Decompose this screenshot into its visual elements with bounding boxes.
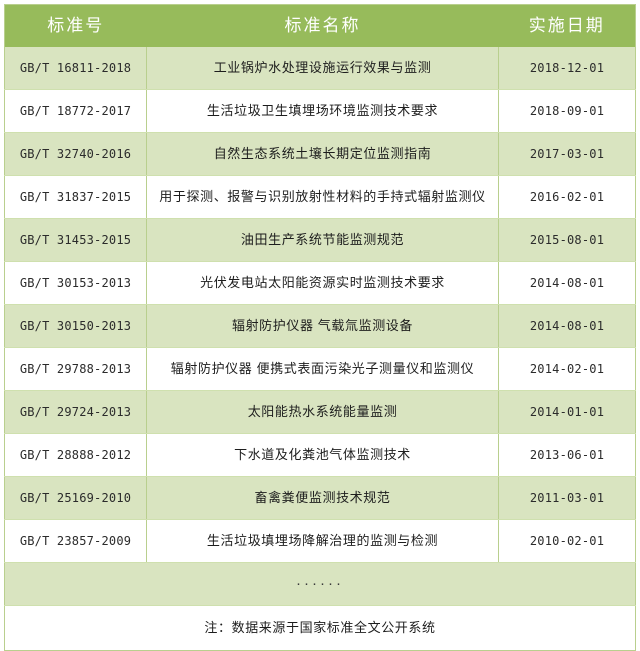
cell-standard-code: GB/T 31453-2015 bbox=[4, 218, 147, 262]
cell-standard-code: GB/T 28888-2012 bbox=[4, 433, 147, 477]
table-row: GB/T 18772-2017 生活垃圾卫生填埋场环境监测技术要求 2018-09-… bbox=[4, 89, 636, 133]
cell-standard-name: 太阳能热水系统能量监测 bbox=[146, 390, 499, 434]
cell-standard-code: GB/T 29724-2013 bbox=[4, 390, 147, 434]
cell-standard-name: 工业锅炉水处理设施运行效果与监测 bbox=[146, 47, 499, 90]
standards-table: 标准号 标准名称 实施日期 GB/T 16811-2018 工业锅炉水处理设施运行… bbox=[4, 4, 636, 651]
table-row: GB/T 16811-2018 工业锅炉水处理设施运行效果与监测 2018-12-0… bbox=[4, 47, 636, 90]
cell-effective-date: 2014-01-01 bbox=[498, 390, 636, 434]
table-row: GB/T 25169-2010 畜禽粪便监测技术规范 2011-03-01 bbox=[4, 476, 636, 520]
cell-standard-name: 油田生产系统节能监测规范 bbox=[146, 218, 499, 262]
cell-effective-date: 2018-09-01 bbox=[498, 89, 636, 133]
table-row: GB/T 28888-2012 下水道及化粪池气体监测技术 2013-06-01 bbox=[4, 433, 636, 477]
cell-standard-name: 生活垃圾填埋场降解治理的监测与检测 bbox=[146, 519, 499, 563]
cell-effective-date: 2014-08-01 bbox=[498, 304, 636, 348]
cell-standard-name: 光伏发电站太阳能资源实时监测技术要求 bbox=[146, 261, 499, 305]
cell-standard-code: GB/T 16811-2018 bbox=[4, 47, 147, 90]
cell-effective-date: 2017-03-01 bbox=[498, 132, 636, 176]
table-body: GB/T 16811-2018 工业锅炉水处理设施运行效果与监测 2018-12-0… bbox=[4, 47, 636, 651]
cell-standard-name: 辐射防护仪器 便携式表面污染光子测量仪和监测仪 bbox=[146, 347, 499, 391]
cell-standard-name: 用于探测、报警与识别放射性材料的手持式辐射监测仪 bbox=[146, 175, 499, 219]
header-row: 标准号 标准名称 实施日期 bbox=[4, 4, 636, 47]
table-row: GB/T 30150-2013 辐射防护仪器 气载氚监测设备 2014-08-01 bbox=[4, 304, 636, 348]
cell-effective-date: 2018-12-01 bbox=[498, 47, 636, 90]
cell-standard-name: 自然生态系统土壤长期定位监测指南 bbox=[146, 132, 499, 176]
cell-standard-name: 生活垃圾卫生填埋场环境监测技术要求 bbox=[146, 89, 499, 133]
table-row: GB/T 31837-2015 用于探测、报警与识别放射性材料的手持式辐射监测仪 2… bbox=[4, 175, 636, 219]
cell-standard-code: GB/T 29788-2013 bbox=[4, 347, 147, 391]
column-header-standard-code: 标准号 bbox=[4, 4, 147, 47]
cell-standard-code: GB/T 30153-2013 bbox=[4, 261, 147, 305]
ellipsis-text: ······ bbox=[4, 562, 636, 606]
cell-standard-code: GB/T 25169-2010 bbox=[4, 476, 147, 520]
cell-standard-name: 畜禽粪便监测技术规范 bbox=[146, 476, 499, 520]
cell-effective-date: 2016-02-01 bbox=[498, 175, 636, 219]
table-ellipsis-row: ······ bbox=[4, 562, 636, 606]
cell-effective-date: 2013-06-01 bbox=[498, 433, 636, 477]
column-header-effective-date: 实施日期 bbox=[498, 4, 636, 47]
cell-standard-code: GB/T 32740-2016 bbox=[4, 132, 147, 176]
table-row: GB/T 29724-2013 太阳能热水系统能量监测 2014-01-01 bbox=[4, 390, 636, 434]
table-row: GB/T 30153-2013 光伏发电站太阳能资源实时监测技术要求 2014-08… bbox=[4, 261, 636, 305]
cell-standard-code: GB/T 30150-2013 bbox=[4, 304, 147, 348]
cell-effective-date: 2014-08-01 bbox=[498, 261, 636, 305]
table-row: GB/T 32740-2016 自然生态系统土壤长期定位监测指南 2017-03-0… bbox=[4, 132, 636, 176]
table-header: 标准号 标准名称 实施日期 bbox=[4, 4, 636, 47]
cell-effective-date: 2010-02-01 bbox=[498, 519, 636, 563]
cell-effective-date: 2011-03-01 bbox=[498, 476, 636, 520]
cell-standard-code: GB/T 18772-2017 bbox=[4, 89, 147, 133]
cell-standard-name: 辐射防护仪器 气载氚监测设备 bbox=[146, 304, 499, 348]
table-row: GB/T 29788-2013 辐射防护仪器 便携式表面污染光子测量仪和监测仪 20… bbox=[4, 347, 636, 391]
cell-standard-code: GB/T 31837-2015 bbox=[4, 175, 147, 219]
table-note-row: 注：数据来源于国家标准全文公开系统 bbox=[4, 605, 636, 651]
source-note-text: 注：数据来源于国家标准全文公开系统 bbox=[4, 605, 636, 651]
column-header-standard-name: 标准名称 bbox=[146, 4, 499, 47]
cell-effective-date: 2014-02-01 bbox=[498, 347, 636, 391]
table-row: GB/T 31453-2015 油田生产系统节能监测规范 2015-08-01 bbox=[4, 218, 636, 262]
cell-standard-code: GB/T 23857-2009 bbox=[4, 519, 147, 563]
cell-effective-date: 2015-08-01 bbox=[498, 218, 636, 262]
table-row: GB/T 23857-2009 生活垃圾填埋场降解治理的监测与检测 2010-02-… bbox=[4, 519, 636, 563]
cell-standard-name: 下水道及化粪池气体监测技术 bbox=[146, 433, 499, 477]
